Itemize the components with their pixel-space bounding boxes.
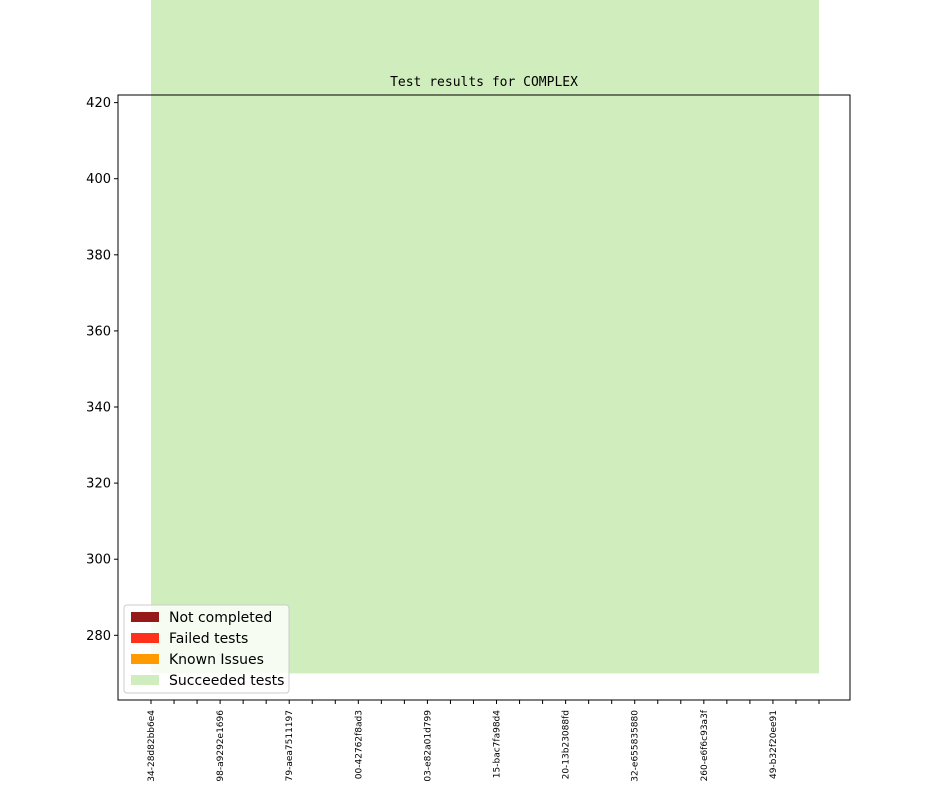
- legend-swatch-not-completed: [131, 612, 159, 622]
- legend-label-not-completed: Not completed: [169, 610, 272, 626]
- y-tick-label: 280: [86, 629, 111, 644]
- x-tick-label: 00-42762f8ad3: [354, 710, 364, 779]
- x-tick-label: 98-a9292e1696: [216, 710, 226, 782]
- y-tick-label: 380: [86, 248, 111, 263]
- y-tick-label: 360: [86, 324, 111, 339]
- legend-label-known-issues: Known Issues: [169, 652, 264, 668]
- y-tick-label: 340: [86, 401, 111, 416]
- legend-swatch-succeeded-tests: [131, 675, 159, 685]
- x-tick-label: 34-28d82bb6e4: [147, 710, 157, 782]
- chart-title: Test results for COMPLEX: [390, 75, 578, 90]
- y-tick-label: 300: [86, 553, 111, 568]
- area-layers: [151, 0, 819, 674]
- x-tick-label: 32-e655835880: [631, 710, 641, 782]
- y-tick-label: 420: [86, 96, 111, 111]
- legend-swatch-failed-tests: [131, 633, 159, 643]
- legend: Not completed Failed tests Known Issues Suc…: [123, 604, 290, 694]
- legend-box: [123, 604, 290, 694]
- plot-frame: [117, 94, 851, 701]
- x-tick-label: 15-bac7fa98d4: [493, 710, 503, 778]
- x-tick-label: 79-aea7511197: [285, 710, 295, 781]
- legend-swatch-known-issues: [131, 654, 159, 664]
- x-axis: 34-28d82bb6e4 98-a9292e1696 79-aea7511197 0…: [147, 700, 820, 782]
- x-tick-label: 03-e82a01d799: [423, 710, 433, 782]
- x-tick-label: 260-e6f6c93a3f: [700, 709, 710, 781]
- y-axis: 280 300 320 340 360 380 400 420: [86, 96, 118, 644]
- legend-label-failed-tests: Failed tests: [169, 631, 248, 647]
- area-succeeded-tests: [151, 0, 819, 674]
- y-tick-label: 400: [86, 172, 111, 187]
- y-tick-label: 320: [86, 477, 111, 492]
- x-tick-label: 20-13b23088fd: [562, 710, 572, 779]
- legend-label-succeeded-tests: Succeeded tests: [169, 673, 284, 689]
- x-tick-label: 49-b32f20ee91: [769, 710, 779, 779]
